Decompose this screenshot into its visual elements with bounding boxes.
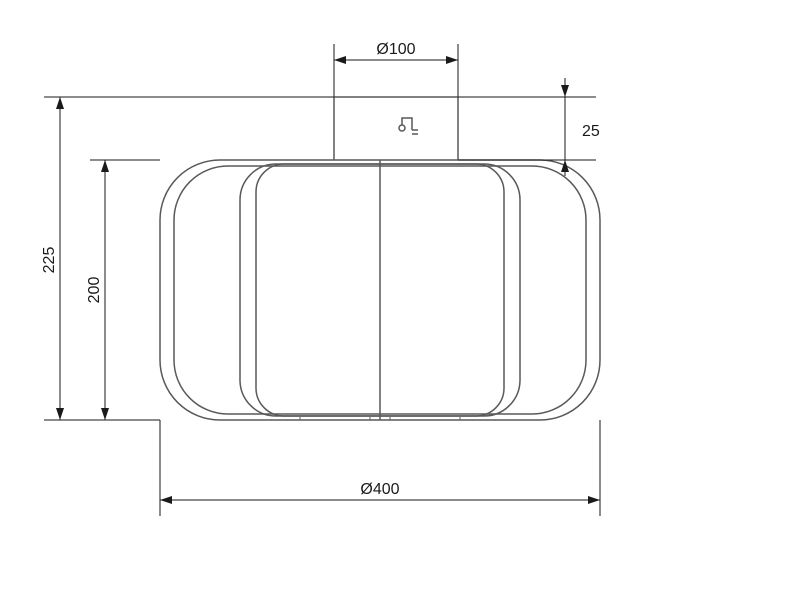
dim-left-225: 225 (41, 97, 334, 420)
dim-top-width: Ø100 (334, 41, 458, 97)
dim-left-225-label: 225 (41, 247, 58, 274)
dim-bottom-400: Ø400 (160, 420, 600, 516)
center-hole-symbol (399, 118, 418, 134)
dim-top-offset-label: 25 (582, 123, 600, 140)
dim-left-200: 200 (44, 160, 160, 420)
dim-left-200-label: 200 (86, 277, 103, 304)
dim-top-offset: 25 (458, 78, 600, 176)
technical-drawing: Ø100 25 200 225 Ø400 (0, 0, 800, 600)
dim-top-width-label: Ø100 (376, 41, 415, 58)
dim-bottom-400-label: Ø400 (360, 481, 399, 498)
top-stub (334, 97, 458, 160)
